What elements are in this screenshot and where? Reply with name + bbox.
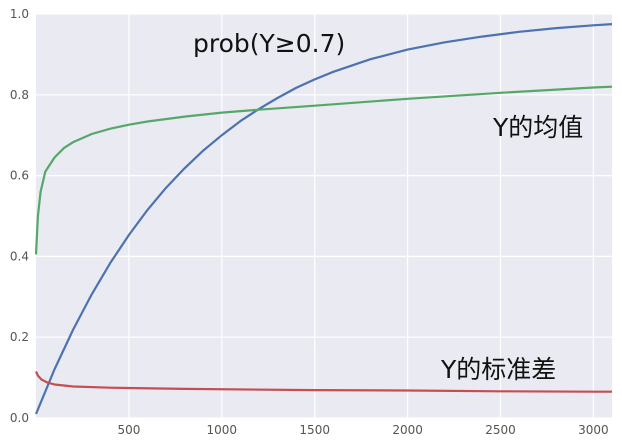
y-tick-label: 0.4 bbox=[10, 249, 29, 263]
series-lines bbox=[34, 23, 613, 415]
annotations: prob(Y≥0.7) Y的均值 Y的标准差 bbox=[193, 29, 583, 384]
series-line-mean bbox=[34, 85, 613, 255]
y-tick-label: 0.8 bbox=[10, 88, 29, 102]
annotation-y-mean: Y的均值 bbox=[492, 113, 583, 142]
plot-area bbox=[36, 14, 612, 418]
annotation-prob-y-ge-0.7: prob(Y≥0.7) bbox=[193, 29, 345, 58]
x-tick-label: 2500 bbox=[485, 423, 516, 437]
annotation-y-std: Y的标准差 bbox=[440, 355, 556, 384]
series-line-std bbox=[35, 371, 612, 393]
x-tick-label: 1500 bbox=[299, 423, 330, 437]
y-tick-label: 0.6 bbox=[10, 169, 29, 183]
x-tick-label: 3000 bbox=[578, 423, 609, 437]
grid-lines bbox=[36, 13, 612, 419]
y-tick-label: 0.2 bbox=[10, 330, 29, 344]
y-tick-label: 1.0 bbox=[10, 7, 29, 21]
x-tick-label: 1000 bbox=[207, 423, 238, 437]
x-tick-label: 500 bbox=[117, 423, 140, 437]
x-tick-label: 2000 bbox=[392, 423, 423, 437]
tick-labels: 500 1000 1500 2000 2500 3000 0.0 0.2 0.4 0.6 0.8 1.… bbox=[10, 7, 609, 437]
y-tick-label: 0.0 bbox=[10, 411, 29, 425]
